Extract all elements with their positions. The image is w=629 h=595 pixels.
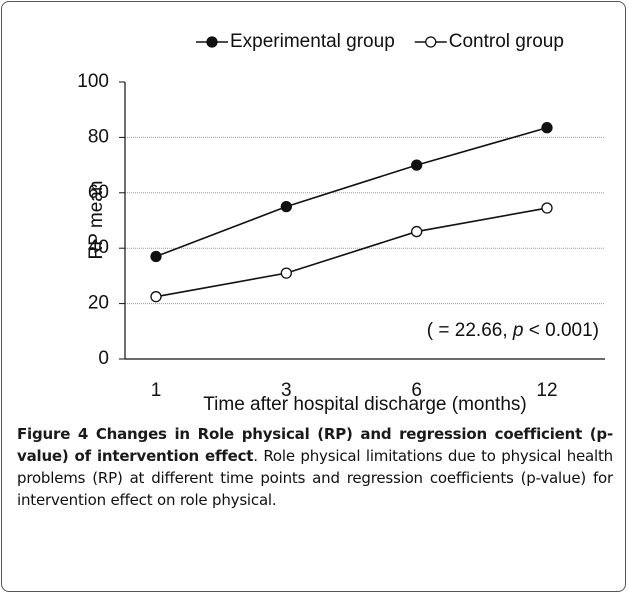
data-point xyxy=(280,200,292,213)
y-tick-label: 40 xyxy=(88,237,109,258)
data-point xyxy=(411,225,423,238)
legend-marker xyxy=(206,36,218,48)
y-tick-label: 80 xyxy=(88,126,109,147)
legend-label: Experimental group xyxy=(230,31,395,52)
annotation-part: ( = 22.66, xyxy=(427,320,513,341)
caption-title: Figure 4 Changes in Role physical (RP) a… xyxy=(17,425,613,465)
series-line xyxy=(155,126,548,258)
x-tick-label: 6 xyxy=(411,380,422,401)
x-axis-label: Time after hospital discharge (months) xyxy=(203,394,526,415)
legend-label: Control group xyxy=(449,31,564,52)
x-tick-label: 3 xyxy=(281,380,292,401)
chart: RP mean Time after hospital discharge (m… xyxy=(77,31,605,415)
data-point xyxy=(280,267,292,279)
y-tick-label: 60 xyxy=(88,182,109,203)
y-tick-label: 0 xyxy=(98,348,109,369)
data-point xyxy=(150,250,162,263)
y-axis-label: RP mean xyxy=(86,181,107,260)
annotation-part: < 0.001) xyxy=(523,320,599,341)
x-tick-label: 1 xyxy=(151,380,162,401)
caption-text: . Role physical limitations due to physi… xyxy=(17,447,613,509)
data-point xyxy=(411,159,423,171)
annotation-part: p xyxy=(512,320,524,341)
data-point xyxy=(541,202,553,214)
data-point xyxy=(541,122,553,134)
data-point xyxy=(150,291,162,303)
y-tick-label: 20 xyxy=(88,293,109,314)
annotation: ( = 22.66, p < 0.001) xyxy=(427,320,599,341)
series-line xyxy=(155,207,548,298)
y-tick-label: 100 xyxy=(77,71,109,92)
caption: Figure 4 Changes in Role physical (RP) a… xyxy=(17,423,613,511)
legend-marker xyxy=(425,36,437,48)
x-tick-label: 12 xyxy=(536,380,557,401)
